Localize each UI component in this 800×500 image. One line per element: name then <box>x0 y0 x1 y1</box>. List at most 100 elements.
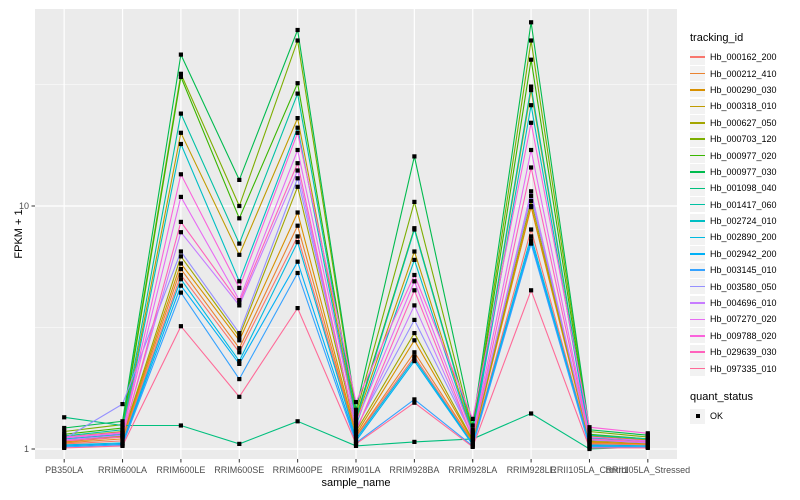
x-tick-label: PB350LA <box>45 465 84 475</box>
x-tick-label: RRII105LA_Control <box>550 465 629 475</box>
legend-item-label: Hb_029639_030 <box>710 347 777 358</box>
data-point <box>178 74 183 79</box>
data-point <box>178 71 183 76</box>
data-point <box>412 356 417 361</box>
data-point <box>295 168 300 173</box>
legend-key-swatch <box>690 361 705 377</box>
data-point <box>178 272 183 278</box>
data-point <box>237 361 242 366</box>
data-point <box>529 288 534 293</box>
legend-key-swatch <box>690 82 705 98</box>
legend-item: Hb_000212_410 <box>690 65 777 82</box>
data-point <box>412 359 417 364</box>
data-point <box>529 241 534 246</box>
legend-key-line <box>690 269 705 272</box>
data-point <box>295 306 300 311</box>
data-point <box>470 436 475 441</box>
legend-item: Hb_002890_200 <box>690 229 777 245</box>
legend-item-label: Hb_000318_010 <box>710 101 777 112</box>
data-point <box>529 193 534 198</box>
legend-item-label: Hb_009788_020 <box>710 330 777 341</box>
data-point <box>62 445 67 450</box>
data-point <box>295 81 300 86</box>
data-point <box>62 425 67 431</box>
legend-item-label: Hb_001417_060 <box>710 199 777 210</box>
data-point <box>178 111 183 116</box>
data-point <box>529 120 534 125</box>
legend-key-swatch <box>690 98 705 114</box>
x-tick-label: RRIM600LA <box>98 465 148 475</box>
legend-key-point <box>695 414 700 418</box>
data-point <box>412 303 417 308</box>
data-point <box>178 219 183 224</box>
legend-item-label: OK <box>710 411 724 421</box>
data-point <box>295 240 300 245</box>
data-point <box>295 147 300 153</box>
data-point <box>120 427 125 432</box>
data-point <box>178 261 183 266</box>
data-point <box>529 198 534 203</box>
data-point <box>529 165 534 170</box>
legend-key-swatch <box>690 408 705 424</box>
legend-item-label: Hb_001098_040 <box>710 183 777 194</box>
legend-key-line <box>690 318 705 321</box>
data-point <box>587 436 592 441</box>
legend-key-line <box>690 351 705 353</box>
data-point <box>120 434 125 440</box>
data-point <box>178 52 183 57</box>
data-point <box>470 423 475 428</box>
data-point <box>587 425 592 430</box>
legend-key-line <box>690 220 705 222</box>
data-point <box>237 334 242 339</box>
legend-title-quant-status: quant_status <box>690 390 753 403</box>
legend-item: Hb_000703_120 <box>690 131 777 147</box>
y-tick-label: 1 <box>23 444 29 454</box>
legend-item: Hb_002724_010 <box>690 213 777 229</box>
data-point <box>645 445 650 450</box>
data-point <box>237 285 242 290</box>
x-tick-label: RRIM600PE <box>272 465 323 475</box>
data-point <box>412 227 417 232</box>
data-point <box>529 411 534 416</box>
legend-item: OK <box>690 408 777 424</box>
legend-items-tracking-id: Hb_000162_200 Hb_000212_410 Hb_000290_030 H… <box>690 49 777 377</box>
data-point <box>645 439 650 444</box>
data-point <box>470 416 475 421</box>
data-point <box>295 210 300 215</box>
y-tick-label: 10 <box>18 201 29 211</box>
data-point <box>645 431 650 436</box>
legend-key-line <box>690 236 705 239</box>
data-point <box>587 445 592 450</box>
legend-key-line <box>690 203 705 206</box>
data-point <box>470 444 475 449</box>
legend-key-swatch <box>690 344 705 360</box>
data-point <box>412 154 417 159</box>
data-point <box>295 184 300 189</box>
data-point <box>120 430 125 435</box>
data-point <box>470 433 475 438</box>
data-point <box>412 400 417 405</box>
data-point <box>237 331 242 336</box>
data-point <box>529 147 534 153</box>
legend-item-label: Hb_002724_010 <box>710 216 777 227</box>
data-point <box>120 443 125 448</box>
data-point <box>529 203 534 209</box>
data-point <box>412 199 417 204</box>
legend-key-swatch <box>690 311 705 327</box>
data-point <box>237 241 242 246</box>
data-point <box>353 441 359 446</box>
data-point <box>237 441 242 446</box>
legend-key-line <box>690 121 705 124</box>
data-point <box>295 125 300 130</box>
legend-item: Hb_003580_050 <box>690 278 777 295</box>
y-axis-title: FPKM + 1 <box>13 209 25 259</box>
legend-item-label: Hb_002890_200 <box>710 232 777 243</box>
data-point <box>353 417 359 422</box>
data-point <box>353 429 359 434</box>
legend-key-line <box>690 335 705 337</box>
data-point <box>295 91 300 96</box>
legend-item-label: Hb_000627_050 <box>710 117 777 128</box>
legend-item: Hb_009788_020 <box>690 328 777 344</box>
legend-item: Hb_000977_020 <box>690 147 777 164</box>
